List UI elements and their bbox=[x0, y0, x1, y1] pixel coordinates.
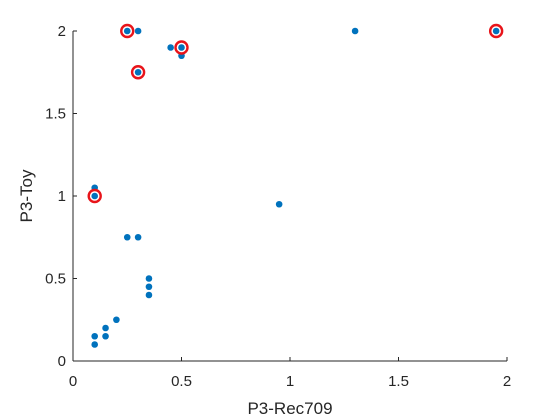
data-point bbox=[113, 316, 120, 324]
data-point bbox=[145, 275, 153, 282]
y-tick-label: 1.5 bbox=[45, 106, 66, 123]
highlight-ring bbox=[174, 40, 189, 55]
x-tick-label: 1 bbox=[286, 373, 294, 390]
data-point bbox=[91, 192, 98, 200]
y-tick-label: 2 bbox=[58, 23, 66, 40]
x-tick-label: 0.5 bbox=[171, 373, 192, 390]
x-axis-label: P3-Rec709 bbox=[247, 399, 332, 418]
data-point bbox=[102, 332, 109, 340]
data-point bbox=[492, 27, 500, 35]
data-point bbox=[91, 332, 98, 340]
highlight-ring bbox=[488, 23, 504, 39]
y-tick-label: 0.5 bbox=[45, 271, 66, 288]
y-tick-label: 0 bbox=[58, 353, 66, 370]
x-tick-label: 2 bbox=[503, 373, 511, 390]
x-tick-label: 0 bbox=[69, 373, 77, 390]
data-point bbox=[134, 27, 142, 35]
highlight-ring bbox=[130, 65, 146, 80]
plot-area bbox=[87, 23, 504, 348]
axes: 0 0.5 1 1.5 2 0 0.5 1 1.5 2 bbox=[45, 23, 511, 390]
x-tick-label: 1.5 bbox=[388, 373, 409, 390]
y-axis-label: P3-Toy bbox=[17, 169, 36, 222]
data-point bbox=[167, 44, 174, 51]
data-point bbox=[178, 44, 185, 51]
data-point bbox=[145, 283, 153, 291]
data-point bbox=[134, 233, 142, 241]
y-tick-label: 1 bbox=[58, 188, 66, 205]
data-point bbox=[123, 233, 131, 241]
data-point bbox=[91, 341, 98, 348]
data-point bbox=[102, 324, 109, 332]
data-point bbox=[275, 200, 283, 208]
highlight-ring bbox=[87, 188, 102, 204]
data-point bbox=[145, 291, 153, 299]
highlight-ring bbox=[120, 23, 135, 39]
data-point bbox=[351, 27, 359, 35]
data-point bbox=[123, 27, 131, 35]
data-point bbox=[134, 68, 142, 76]
